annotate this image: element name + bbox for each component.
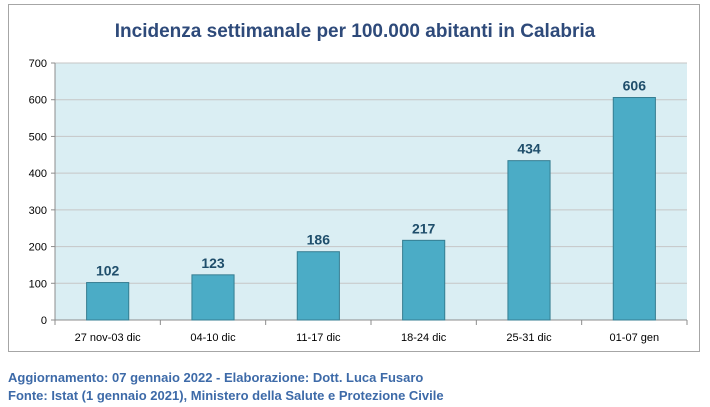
bar-6 [612, 97, 656, 321]
x-tick-label-1: 27 nov-03 dic [75, 332, 142, 344]
x-tick-label-5: 25-31 dic [506, 332, 552, 344]
data-label-1: 102 [96, 263, 120, 279]
bar-5 [507, 160, 551, 321]
y-tick-label: 400 [29, 168, 47, 180]
y-tick-label: 700 [29, 58, 47, 70]
y-tick-label: 300 [29, 205, 47, 217]
chart-title: Incidenza settimanale per 100.000 abitan… [114, 21, 596, 42]
y-tick-label: 600 [29, 95, 47, 107]
x-tick-label-6: 01-07 gen [610, 332, 660, 344]
data-label-2: 123 [201, 255, 225, 271]
bar-1 [86, 282, 130, 321]
update-note: Aggiornamento: 07 gennaio 2022 - Elabora… [8, 370, 424, 385]
x-tick-label-4: 18-24 dic [401, 332, 447, 344]
data-label-4: 217 [412, 220, 436, 236]
y-tick-label: 0 [41, 315, 47, 327]
y-tick-label: 500 [29, 131, 47, 143]
bar-2 [191, 274, 235, 321]
y-tick-label: 200 [29, 242, 47, 254]
y-tick-label: 100 [29, 278, 47, 290]
data-label-5: 434 [517, 141, 541, 157]
x-tick-label-2: 04-10 dic [190, 332, 236, 344]
bar-4 [402, 239, 446, 321]
data-label-3: 186 [307, 232, 331, 248]
plot-area [55, 63, 687, 320]
data-label-6: 606 [623, 78, 647, 94]
x-tick-label-3: 11-17 dic [296, 332, 341, 344]
chart-frame: Incidenza settimanale per 100.000 abitan… [8, 4, 700, 352]
bar-chart: 0 100 200 300 400 500 600 700 102 27 nov-03 dic 12… [29, 58, 688, 344]
source-note: Fonte: Istat (1 gennaio 2021), Ministero… [8, 388, 444, 403]
bar-3 [296, 251, 340, 321]
